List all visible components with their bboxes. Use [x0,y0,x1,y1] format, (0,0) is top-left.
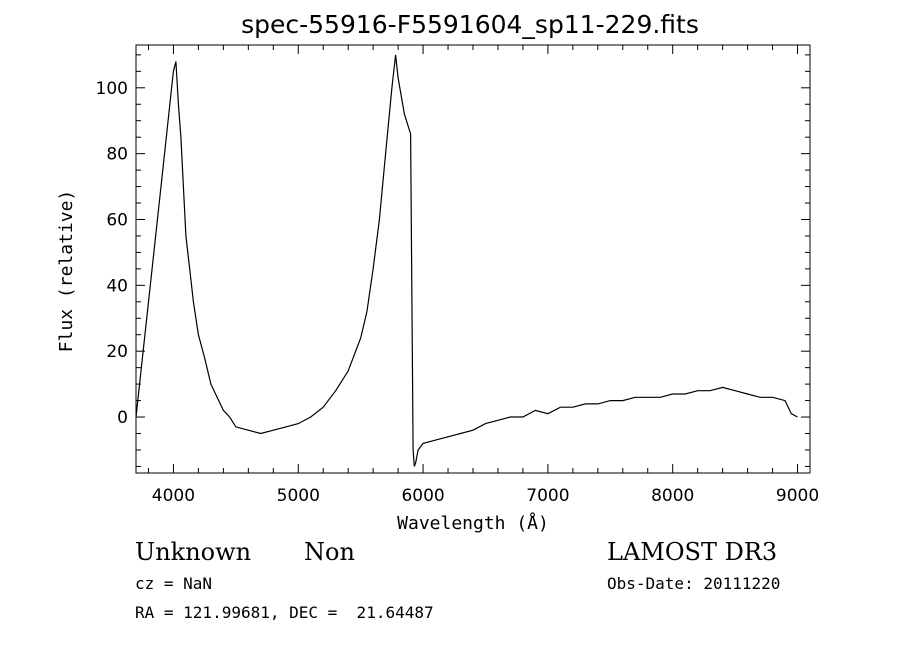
x-tick-label: 4000 [152,486,195,506]
y-tick-label: 60 [106,210,128,230]
cz-value: cz = NaN [135,574,213,593]
coordinates: RA = 121.99681, DEC = 21.64487 [135,603,434,622]
y-tick-label: 20 [106,342,128,362]
y-axis-label: Flux (relative) [56,190,77,353]
class-label: Unknown [135,538,252,566]
survey-label: LAMOST DR3 [607,538,778,566]
y-tick-label: 40 [106,276,128,296]
x-tick-label: 6000 [401,486,444,506]
x-tick-label: 8000 [651,486,694,506]
y-tick-label: 0 [117,408,128,428]
x-axis-label: Wavelength (Å) [397,512,549,534]
y-tick-label: 100 [96,79,128,99]
obs-date: Obs-Date: 20111220 [607,574,781,593]
x-tick-label: 9000 [776,486,819,506]
y-tick-label: 80 [106,145,128,165]
spectrum-line [135,54,798,467]
plot-frame [135,44,811,474]
chart-title: spec-55916-F5591604_sp11-229.fits [241,10,699,39]
x-tick-label: 5000 [277,486,320,506]
subclass-label: Non [304,538,355,566]
x-tick-label: 7000 [526,486,569,506]
